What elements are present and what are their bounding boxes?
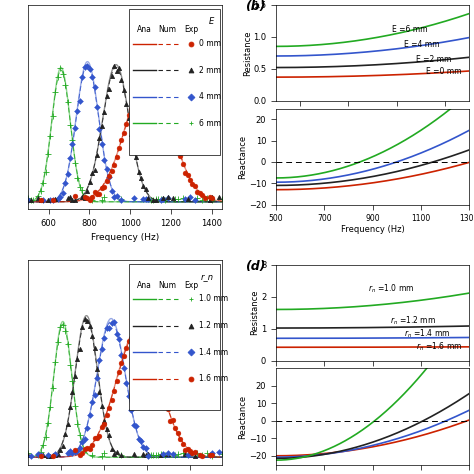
Bar xyxy=(129,264,220,410)
Text: 6 mm: 6 mm xyxy=(199,119,220,128)
Y-axis label: Reactance: Reactance xyxy=(238,135,247,179)
Text: $r_n$ =1.4 mm: $r_n$ =1.4 mm xyxy=(404,328,450,340)
Text: r_n: r_n xyxy=(201,273,214,282)
Text: E =0 mm: E =0 mm xyxy=(426,67,461,76)
Y-axis label: Reactance: Reactance xyxy=(238,394,247,438)
Text: 1.0 mm: 1.0 mm xyxy=(199,294,228,303)
Text: 1.2 mm: 1.2 mm xyxy=(199,321,228,330)
Text: Exp: Exp xyxy=(184,281,198,290)
Text: $r_n$ =1.6 mm: $r_n$ =1.6 mm xyxy=(416,340,463,353)
X-axis label: Frequency (Hz): Frequency (Hz) xyxy=(91,233,159,242)
Text: Exp: Exp xyxy=(184,25,198,34)
Text: E =2 mm: E =2 mm xyxy=(416,55,451,64)
Y-axis label: Resistance: Resistance xyxy=(243,30,252,75)
Text: Ana: Ana xyxy=(137,281,152,290)
Text: 2 mm: 2 mm xyxy=(199,65,220,74)
X-axis label: Frequency (Hz): Frequency (Hz) xyxy=(341,225,404,234)
Text: 1.6 mm: 1.6 mm xyxy=(199,374,228,383)
Text: 1.4 mm: 1.4 mm xyxy=(199,347,228,356)
Text: 4 mm: 4 mm xyxy=(199,92,220,101)
Text: $r_n$ =1.2 mm: $r_n$ =1.2 mm xyxy=(390,314,436,327)
Y-axis label: Resistance: Resistance xyxy=(250,290,259,336)
Text: Num: Num xyxy=(159,25,177,34)
Text: E =4 mm: E =4 mm xyxy=(404,40,439,49)
Text: $r_n$ =1.0 mm: $r_n$ =1.0 mm xyxy=(368,283,414,295)
Text: (d): (d) xyxy=(245,260,265,273)
Text: 0 mm: 0 mm xyxy=(199,39,220,48)
Bar xyxy=(129,9,220,155)
Text: (b): (b) xyxy=(245,0,265,13)
Text: E: E xyxy=(209,17,214,26)
Text: E =6 mm: E =6 mm xyxy=(392,25,428,34)
Text: Num: Num xyxy=(159,281,177,290)
Text: Ana: Ana xyxy=(137,25,152,34)
